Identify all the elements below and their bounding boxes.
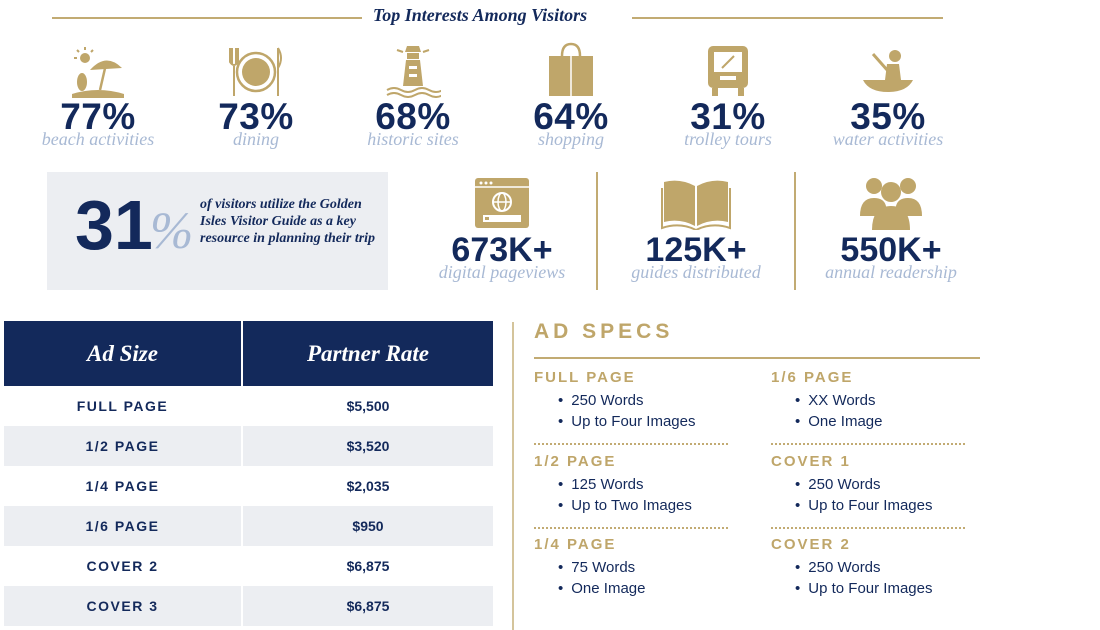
spec-separator	[771, 527, 965, 529]
stat-divider	[596, 172, 598, 290]
interest-shopping: 64% shopping	[491, 42, 651, 150]
rate-cell: $5,500	[241, 386, 493, 426]
spec-line: Up to Two Images	[534, 495, 729, 516]
lighthouse-icon	[333, 42, 493, 98]
rate-cell: $950	[241, 506, 493, 546]
spec-line: 75 Words	[534, 557, 729, 578]
spec-line: XX Words	[771, 390, 966, 411]
interest-label: trolley tours	[684, 129, 772, 149]
header-rule-right	[632, 17, 943, 19]
specs-divider	[512, 322, 514, 630]
stat-pageviews: 673K+ digital pageviews	[417, 170, 587, 283]
beach-umbrella-icon	[18, 42, 178, 98]
table-row: FULL PAGE $5,500	[4, 386, 493, 426]
spec-separator	[534, 443, 728, 445]
visitor-guide-callout: 31 % of visitors utilize the Golden Isle…	[47, 172, 388, 290]
interest-dining: 73% dining	[176, 42, 336, 150]
table-header-row: Ad Size Partner Rate	[4, 321, 493, 386]
ad-size-cell: 1/6 PAGE	[4, 506, 242, 546]
table-row: 1/4 PAGE $2,035	[4, 466, 493, 506]
interest-percent: 77%	[60, 96, 136, 137]
guide-number: 31	[75, 186, 153, 264]
spec-separator	[771, 443, 965, 445]
spec-heading: FULL PAGE	[534, 369, 636, 386]
table-row: 1/6 PAGE $950	[4, 506, 493, 546]
interest-label: shopping	[537, 129, 604, 149]
spec-cover-2: COVER 2 250 Words Up to Four Images	[771, 536, 966, 599]
web-browser-icon	[417, 170, 587, 230]
people-group-icon	[806, 170, 976, 230]
stat-value: 550K+	[840, 231, 942, 269]
ad-size-cell: FULL PAGE	[76, 398, 169, 414]
table-row: 1/2 PAGE $3,520	[4, 426, 493, 466]
spec-heading: 1/4 PAGE	[534, 536, 617, 553]
guide-percent-sign: %	[150, 203, 194, 260]
dining-plate-icon	[176, 42, 336, 98]
shopping-bag-icon	[491, 42, 651, 98]
ad-specs-rule	[534, 357, 980, 359]
interest-historic: 68% historic sites	[333, 42, 493, 150]
header-rule-left	[52, 17, 362, 19]
spec-cover-1: COVER 1 250 Words Up to Four Images	[771, 453, 966, 516]
spec-line: 250 Words	[771, 557, 966, 578]
stat-divider	[794, 172, 796, 290]
partner-rate-table: Ad Size Partner Rate FULL PAGE $5,500 1/…	[4, 321, 493, 626]
table-row: COVER 3 $6,875	[4, 586, 493, 626]
spec-line: 250 Words	[771, 474, 966, 495]
spec-heading: 1/6 PAGE	[771, 369, 854, 386]
spec-line: One Image	[771, 411, 966, 432]
stat-value: 125K+	[645, 231, 747, 269]
table-row: COVER 2 $6,875	[4, 546, 493, 586]
spec-full-page: FULL PAGE 250 Words Up to Four Images	[534, 369, 729, 432]
spec-sixth-page: 1/6 PAGE XX Words One Image	[771, 369, 966, 432]
interest-beach: 77% beach activities	[18, 42, 178, 150]
stat-label: guides distributed	[631, 262, 761, 282]
interest-percent: 73%	[218, 96, 294, 137]
spec-quarter-page: 1/4 PAGE 75 Words One Image	[534, 536, 729, 599]
rate-cell: $3,520	[241, 426, 493, 466]
rate-cell: $6,875	[241, 586, 493, 626]
stat-readership: 550K+ annual readership	[806, 170, 976, 283]
column-header-partner-rate: Partner Rate	[241, 321, 493, 386]
stat-label: annual readership	[825, 262, 957, 282]
rate-cell: $6,875	[241, 546, 493, 586]
stat-value: 673K+	[451, 231, 553, 269]
spec-heading: COVER 2	[771, 536, 851, 553]
spec-line: One Image	[534, 578, 729, 599]
spec-line: Up to Four Images	[771, 495, 966, 516]
interest-label: water activities	[832, 129, 944, 149]
interest-label: beach activities	[41, 129, 155, 149]
ad-size-cell: 1/2 PAGE	[4, 426, 242, 466]
stat-label: digital pageviews	[438, 262, 566, 282]
stat-guides: 125K+ guides distributed	[611, 170, 781, 283]
page-title: Top Interests Among Visitors	[372, 5, 588, 25]
interest-percent: 31%	[690, 96, 766, 137]
spec-half-page: 1/2 PAGE 125 Words Up to Two Images	[534, 453, 729, 516]
interest-trolley: 31% trolley tours	[648, 42, 808, 150]
rate-cell: $2,035	[241, 466, 493, 506]
interest-label: historic sites	[367, 129, 459, 149]
spec-line: 125 Words	[534, 474, 729, 495]
spec-heading: 1/2 PAGE	[534, 453, 617, 470]
trolley-icon	[648, 42, 808, 98]
ad-size-cell: 1/4 PAGE	[85, 478, 160, 494]
ad-specs-title: AD SPECS	[534, 320, 674, 343]
spec-heading: COVER 1	[771, 453, 851, 470]
column-header-ad-size: Ad Size	[4, 321, 242, 386]
spec-separator	[534, 527, 728, 529]
interest-label: dining	[232, 129, 279, 149]
ad-size-cell: COVER 2	[86, 558, 159, 574]
open-book-icon	[611, 170, 781, 230]
ad-size-cell: COVER 3	[4, 586, 242, 626]
spec-line: Up to Four Images	[534, 411, 729, 432]
spec-line: Up to Four Images	[771, 578, 966, 599]
interest-percent: 64%	[533, 96, 609, 137]
kayak-icon	[808, 42, 968, 98]
interest-water: 35% water activities	[808, 42, 968, 150]
spec-line: 250 Words	[534, 390, 729, 411]
interest-percent: 68%	[375, 96, 451, 137]
interest-percent: 35%	[850, 96, 926, 137]
guide-text: of visitors utilize the Golden Isles Vis…	[200, 197, 376, 246]
